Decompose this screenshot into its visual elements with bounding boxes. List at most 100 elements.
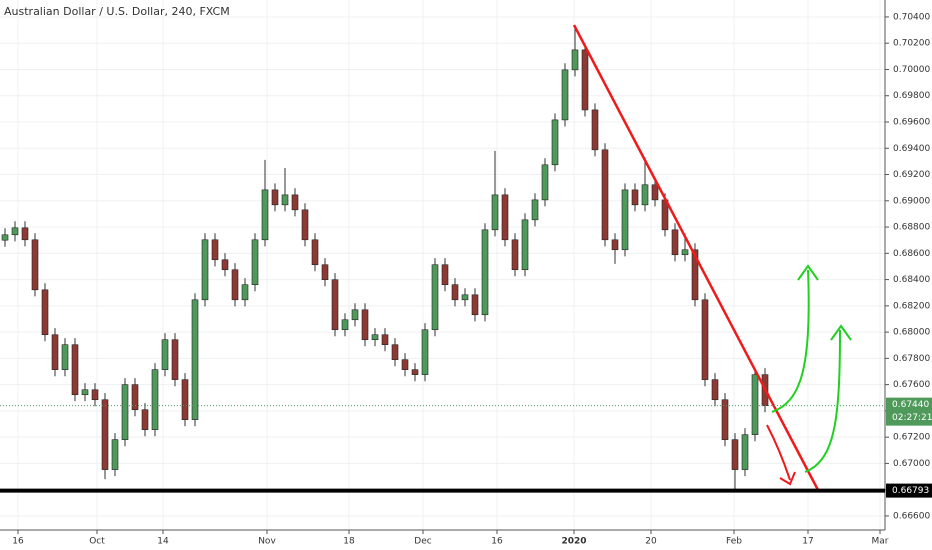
candle-body <box>211 239 219 261</box>
candle-body <box>431 264 439 331</box>
candle-body <box>531 199 539 221</box>
y-tick-label: 0.69400 <box>893 144 930 154</box>
candle-body <box>261 189 269 241</box>
x-tick-label: 16 <box>12 537 24 547</box>
candle-body <box>181 379 189 420</box>
candle-body <box>731 439 739 470</box>
y-tick-label: 0.68000 <box>893 328 930 338</box>
candle-body <box>161 339 169 370</box>
y-tick-label: 0.68400 <box>893 275 930 285</box>
candle-body <box>691 249 699 301</box>
y-tick-label: 0.69800 <box>893 91 930 101</box>
candle-body <box>611 239 619 251</box>
x-tick-label: 18 <box>343 537 355 547</box>
candle-body <box>51 334 59 370</box>
candle-body <box>121 384 129 440</box>
candle-body <box>251 239 259 285</box>
candle-body <box>11 227 19 236</box>
y-tick-label: 0.67600 <box>893 380 930 390</box>
x-tick-label: 17 <box>802 537 813 547</box>
countdown: 02:27:21 <box>892 413 932 423</box>
candle-body <box>711 379 719 401</box>
trend-line <box>572 24 820 491</box>
candle-body <box>281 194 289 206</box>
candle-body <box>621 189 629 251</box>
candle-body <box>631 189 639 206</box>
candle-body <box>591 109 599 151</box>
candle-body <box>571 49 579 71</box>
candle-body <box>41 289 49 336</box>
candle-body <box>741 434 749 470</box>
candle-body <box>101 399 109 470</box>
candle-body <box>61 344 69 370</box>
x-tick-label: Oct <box>89 537 105 547</box>
candle-body <box>81 389 89 396</box>
y-tick-label: 0.67800 <box>893 354 930 364</box>
axes: 0.70400 0.70200 0.70000 0.69800 0.69600 0.694… <box>0 12 932 547</box>
y-tick-label: 0.70000 <box>893 65 930 75</box>
candle-body <box>351 309 359 321</box>
up-arrow-head <box>830 324 852 341</box>
candle-body <box>321 264 329 281</box>
candle-body <box>511 239 519 271</box>
candle-body <box>551 119 559 166</box>
x-tick-label: 16 <box>491 537 503 547</box>
chart-title: Australian Dollar / U.S. Dollar, 240, FX… <box>4 5 230 18</box>
candle-body <box>681 249 689 256</box>
x-tick-label: 20 <box>645 537 657 547</box>
y-tick-label: 0.66600 <box>893 511 930 521</box>
support-label: 0.66793 <box>892 486 929 496</box>
y-tick-label: 0.67200 <box>893 433 930 443</box>
candle-body <box>141 409 149 430</box>
candle-body <box>311 239 319 266</box>
candle-body <box>641 184 649 206</box>
candle-body <box>461 294 469 301</box>
candle-body <box>701 299 709 380</box>
candle-body <box>21 227 29 241</box>
candle-body <box>671 229 679 256</box>
current-price-box <box>886 397 932 426</box>
x-tick-label: Feb <box>726 537 742 547</box>
support-box <box>886 483 932 498</box>
candle-body <box>221 259 229 271</box>
candle-body <box>521 219 529 271</box>
candle-body <box>381 334 389 346</box>
candle-body <box>491 194 499 231</box>
y-tick-label: 0.68600 <box>893 249 930 259</box>
candle-body <box>561 69 569 121</box>
candle-body <box>471 294 479 316</box>
candle-body <box>391 344 399 360</box>
candle-body <box>191 299 199 420</box>
candle-body <box>371 334 379 341</box>
x-tick-label: Mar <box>872 537 889 547</box>
candle-body <box>441 264 449 285</box>
candle-body <box>341 319 349 331</box>
y-tick-label: 0.69200 <box>893 170 930 180</box>
candle-body <box>131 384 139 411</box>
candle-body <box>361 309 369 341</box>
x-tick-label: 14 <box>157 537 169 547</box>
candle-body <box>151 369 159 430</box>
y-tick-label: 0.67000 <box>893 459 930 469</box>
candle-body <box>301 209 309 241</box>
candle-body <box>271 189 279 206</box>
candle-body <box>651 184 659 201</box>
up-arrow <box>771 269 810 413</box>
candle-body <box>501 194 509 241</box>
down-arrow <box>766 424 791 481</box>
y-tick-label: 0.70200 <box>893 39 930 49</box>
x-tick-label: Dec <box>414 537 431 547</box>
current-price-label: 0.67440 <box>892 400 929 410</box>
candle-body <box>581 49 589 111</box>
down-arrow-head <box>779 471 796 486</box>
candle-body <box>241 284 249 301</box>
y-tick-label: 0.70400 <box>893 12 930 22</box>
candles <box>1 27 769 491</box>
y-tick-label: 0.69600 <box>893 117 930 127</box>
candle-body <box>401 359 409 370</box>
y-tick-label: 0.68200 <box>893 301 930 311</box>
x-tick-label: 2020 <box>561 537 586 547</box>
candle-body <box>411 369 419 375</box>
candle-body <box>201 239 209 301</box>
